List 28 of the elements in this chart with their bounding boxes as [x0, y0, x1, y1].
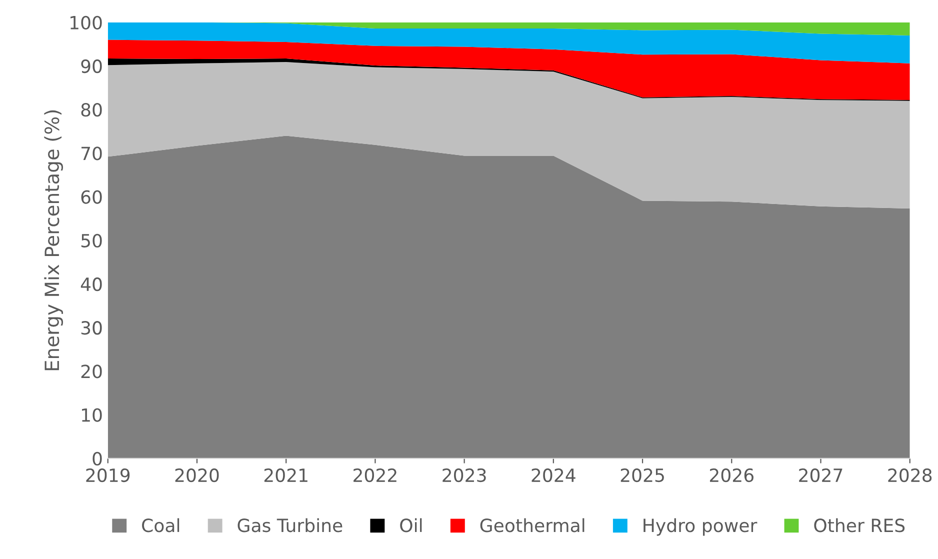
x-tick-label: 2025 [620, 468, 664, 482]
x-tick-label: 2019 [86, 468, 130, 482]
y-axis-title: Energy Mix Percentage (%) [44, 110, 63, 370]
y-tick-label: 20 [81, 364, 102, 378]
legend-label: Geothermal [480, 518, 584, 532]
legend-label: Hydro power [644, 518, 758, 536]
x-tick-label: 2027 [799, 468, 842, 482]
y-tick-label: 50 [81, 234, 102, 248]
y-tick-label: 80 [81, 103, 102, 117]
x-tick-label: 2020 [175, 468, 219, 482]
y-tick-label: 30 [81, 321, 102, 335]
legend-label: Other RES [814, 518, 905, 532]
legend-label: Coal [142, 518, 180, 532]
legend-label: Oil [400, 518, 422, 532]
x-tick-label: 2024 [532, 468, 576, 482]
y-tick-label: 60 [81, 190, 102, 204]
x-tick-label: 2026 [710, 468, 754, 482]
x-tick-label: 2022 [354, 468, 396, 482]
x-tick-label: 2023 [442, 468, 486, 482]
y-tick-label: 90 [81, 59, 102, 74]
x-tick-label: 2021 [264, 468, 308, 482]
y-tick-label: 0 [92, 452, 102, 466]
y-tick-label: 10 [82, 408, 102, 422]
legend-label: Gas Turbine [238, 518, 342, 532]
y-tick-label: 40 [80, 277, 102, 292]
y-tick-label: 100 [70, 16, 102, 30]
y-tick-label: 70 [82, 146, 102, 160]
x-tick-label: 2028 [888, 468, 932, 482]
